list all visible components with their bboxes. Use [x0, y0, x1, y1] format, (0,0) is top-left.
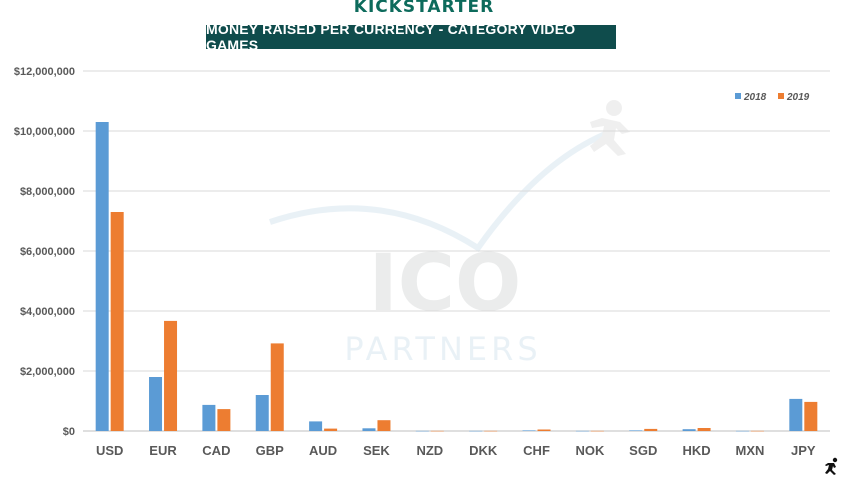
bar-jpy-2019	[804, 401, 818, 431]
bar-eur-2019	[164, 320, 178, 431]
x-tick-label: SEK	[363, 443, 390, 458]
watermark-ico: ICO	[369, 239, 522, 329]
bar-sek-2018	[362, 428, 376, 431]
y-tick-label: $4,000,000	[20, 306, 75, 318]
y-tick-label: $6,000,000	[20, 246, 75, 258]
bar-cad-2019	[217, 409, 231, 431]
legend-label: 2018	[743, 92, 767, 103]
runner-icon	[825, 457, 838, 475]
x-tick-label: SGD	[629, 443, 657, 458]
bar-jpy-2018	[789, 398, 803, 431]
bar-aud-2018	[309, 421, 323, 431]
bar-sgd-2019	[644, 428, 658, 431]
bar-sek-2019	[377, 420, 391, 431]
bar-usd-2018	[95, 122, 109, 431]
x-tick-label: DKK	[469, 443, 498, 458]
ico-partners-watermark: ICO PARTNERS	[269, 100, 630, 368]
watermark-partners: PARTNERS	[344, 330, 541, 368]
legend-swatch-2018	[735, 93, 741, 99]
watermark-swoosh	[269, 129, 612, 253]
legend-swatch-2019	[778, 93, 784, 99]
y-tick-label: $12,000,000	[14, 66, 75, 78]
bar-nzd-2019	[430, 430, 444, 432]
bar-hkd-2018	[682, 429, 696, 431]
bar-dkk-2019	[484, 430, 498, 432]
x-tick-label: NOK	[575, 443, 605, 458]
bar-eur-2018	[149, 377, 163, 431]
y-tick-label: $2,000,000	[20, 366, 75, 378]
bar-gbp-2019	[270, 343, 284, 431]
bar-dkk-2018	[469, 430, 483, 432]
bar-mxn-2018	[735, 430, 749, 432]
kickstarter-logo: KICKSTARTER	[353, 0, 495, 17]
x-tick-label: CHF	[523, 443, 550, 458]
legend-label: 2019	[786, 92, 810, 103]
watermark-runner-icon	[590, 100, 630, 156]
x-tick-label: CAD	[202, 443, 230, 458]
y-tick-label: $10,000,000	[14, 126, 75, 138]
bar-sgd-2018	[629, 430, 643, 431]
bar-cad-2018	[202, 404, 216, 431]
bar-nzd-2018	[415, 430, 429, 432]
x-tick-label: HKD	[683, 443, 711, 458]
x-tick-label: GBP	[256, 443, 285, 458]
x-tick-label: USD	[96, 443, 123, 458]
bar-chf-2018	[522, 430, 536, 431]
x-tick-label: AUD	[309, 443, 337, 458]
x-tick-label: NZD	[416, 443, 443, 458]
y-tick-label: $0	[63, 426, 75, 438]
bar-hkd-2019	[697, 428, 711, 431]
x-tick-label: MXN	[736, 443, 765, 458]
bar-usd-2019	[110, 212, 124, 431]
bar-aud-2019	[324, 428, 338, 431]
y-tick-label: $8,000,000	[20, 186, 75, 198]
x-tick-label: EUR	[149, 443, 177, 458]
bar-gbp-2018	[255, 395, 269, 431]
chart-title: MONEY RAISED PER CURRENCY - CATEGORY VID…	[206, 21, 616, 53]
bar-nok-2019	[590, 430, 604, 432]
bar-mxn-2019	[750, 430, 764, 432]
bar-nok-2018	[575, 430, 589, 432]
x-tick-label: JPY	[791, 443, 816, 458]
bar-chf-2019	[537, 429, 551, 431]
